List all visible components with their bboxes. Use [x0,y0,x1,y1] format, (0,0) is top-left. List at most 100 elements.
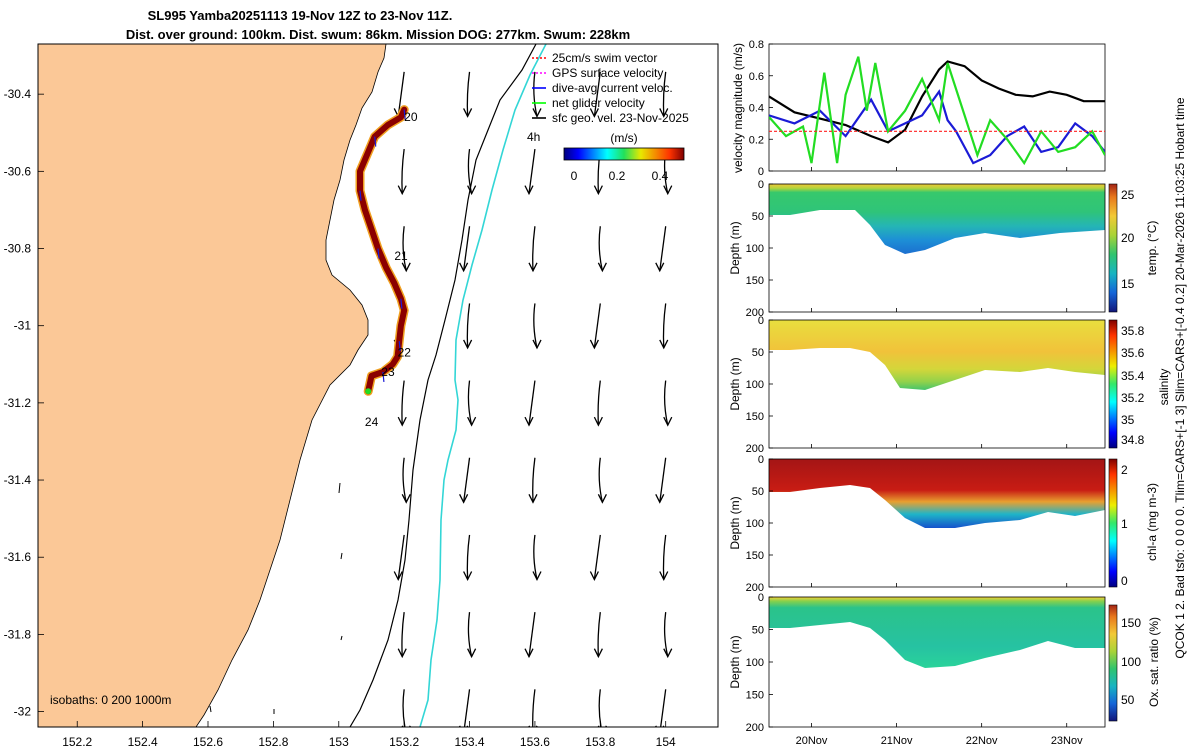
temp-cb-tick-25: 25 [1121,188,1135,202]
map-frame [37,43,719,728]
legend-label: sfc geo. vel. 23-Nov-2025 [552,111,689,125]
time-tick-label: 20Nov [796,735,828,747]
map-ytick-label: -31.4 [4,473,32,487]
depth-ytick-label: 100 [746,379,764,391]
velocity-series [769,56,1105,166]
depth-ytick-label: 150 [746,550,764,562]
depth-ytick-label: 50 [752,625,764,637]
geo-vector-shaft [466,71,471,117]
depth-ytick-label: 50 [752,347,764,359]
geo-vector-head [659,108,669,118]
ox-cb-tick-50: 50 [1121,693,1135,707]
salinity-panel: 35.8 35.6 35.4 35.2 35 34.8 salinity Dep… [728,319,1171,449]
sal-cb-tick-2: 35.4 [1121,369,1145,383]
day-label: 24 [365,415,379,429]
geo-vector-shaft [598,457,604,503]
geo-vector-head [532,108,542,118]
geo-vector-shaft [402,689,406,727]
near-coast-vectors [209,482,343,714]
depth-ytick-label: 0 [758,315,764,327]
geo-vector-head [589,571,599,581]
oxygen-panel: 150 100 50 Ox. sat. ratio (%) Depth (m) [728,596,1161,728]
sal-cb-tick-0: 35.8 [1121,324,1145,338]
geo-vector-head [532,571,542,581]
depth-ytick-label: 0 [758,179,764,191]
geo-vector-head [597,494,607,504]
geo-vector-head [397,416,407,427]
depth-ytick-label: 100 [746,243,764,255]
geo-vector-head [655,262,665,273]
geo-vector-head [467,185,477,196]
velocity-ytick-label: 0.6 [749,71,764,83]
side-note: QCOK 1 2. Bad tsfo: 0 0 0 0. Tlim=CARS+[… [1173,97,1187,658]
geo-vector-shaft [463,689,471,727]
geo-vector-shaft [659,226,667,271]
geo-vector-head [467,648,477,659]
geo-vector-shaft [462,457,471,503]
geo-vector-head [663,185,673,196]
geo-vector-head [397,648,407,659]
map-ytick-label: -31.2 [4,396,32,410]
geo-vector-shaft [528,612,536,657]
geo-vector-head [589,108,599,118]
map-xtick-label: 152.4 [128,735,158,749]
geo-vector-shaft [402,226,407,271]
day-label: 22 [398,346,412,360]
legend-label: GPS surface velocity [552,66,663,80]
depth-ytick-label: 200 [746,722,764,734]
sal-cb-tick-5: 34.8 [1121,433,1145,447]
speed-colorbar-tick-1: 0.2 [609,169,626,183]
geo-vector-head [401,494,411,504]
geo-vector-shaft [402,457,407,503]
geo-vector-shaft [663,612,669,657]
map-ytick-label: -31.6 [4,550,32,564]
velocity-line [769,60,1105,144]
legend-label: 25cm/s swim vector [552,51,657,65]
map-xtick-label: 153.6 [520,735,550,749]
chlorophyll-section [769,459,1105,528]
salinity-ylabel: Depth (m) [728,357,742,410]
depth-ytick-label: 0 [758,592,764,604]
geo-vector-shaft [532,226,536,271]
time-tick-label: 22Nov [966,735,998,747]
geo-vector-shaft [467,612,473,657]
isobaths-label: isobaths: 0 200 1000m [50,693,171,707]
map-axes: 152.2 152.4 152.6 152.8 153 153.2 153.4 153.6 15… [4,87,676,749]
map-xtick-label: 152.2 [62,735,92,749]
temp-cb-tick-20: 20 [1121,231,1135,245]
speed-colorbar-tick-0: 0 [571,169,578,183]
velocity-ytick-label: 0 [758,166,764,178]
map-ytick-label: -31 [14,319,32,333]
dive-avg-vector [403,109,406,120]
geo-vector-head [593,416,603,427]
speed-colorbar: (m/s) 0 0.2 0.4 [563,131,685,183]
geo-vector-head [463,339,473,350]
geo-vector-shaft [663,380,669,426]
sal-cb-tick-3: 35.2 [1121,391,1145,405]
geo-vector-shaft [533,534,538,580]
salinity-label: salinity [1157,369,1171,406]
geo-vector-head [463,571,473,581]
geo-vector-head [463,108,473,118]
temperature-ylabel: Depth (m) [728,221,742,274]
geo-vector-shaft [597,380,601,426]
geo-vector-shaft [533,303,538,349]
geo-vector-shaft [401,148,405,194]
geo-vector-shaft [593,71,601,117]
chlorophyll-label: chl-a (mg m-3) [1145,483,1159,561]
oxygen-label: Ox. sat. ratio (%) [1147,617,1161,707]
geo-vector-shaft [532,689,536,727]
track-end-marker [365,388,372,395]
velocity-ytick-label: 0.2 [749,134,764,146]
geo-vector-head [655,494,665,504]
ox-cb-tick-150: 150 [1121,616,1141,630]
dive-avg-vector [382,371,385,383]
geo-vector-shaft [397,534,405,580]
velocity-ylabel: velocity magnitude (m/s) [731,43,745,173]
geo-vector-shaft [593,303,601,349]
geo-vector-head [401,262,411,273]
temperature-label: temp. (°C) [1145,221,1159,276]
